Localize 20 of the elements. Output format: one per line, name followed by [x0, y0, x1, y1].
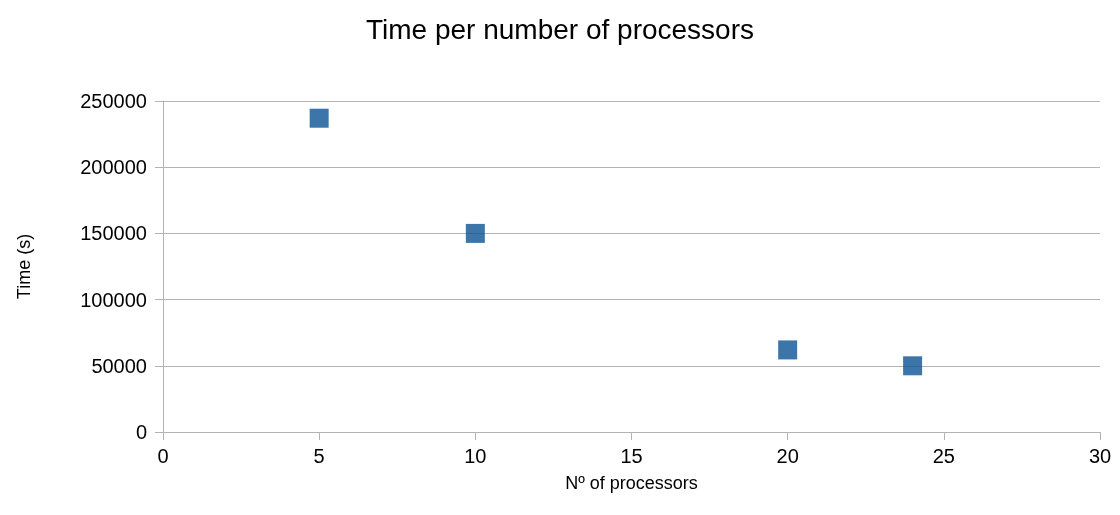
y-axis-title: Time (s) [14, 233, 34, 300]
y-tick-label: 100000 [80, 288, 147, 311]
y-tick-label: 50000 [91, 354, 147, 377]
y-tick-label: 250000 [80, 90, 147, 112]
chart-title: Time per number of processors [366, 13, 754, 45]
x-axis-title: Nº of processors [565, 473, 698, 493]
x-tick-label: 5 [313, 445, 325, 467]
x-tick-label: 25 [932, 445, 955, 467]
y-tick-label: 0 [135, 421, 147, 443]
x-tick-label: 0 [157, 445, 169, 467]
y-tick-label: 150000 [80, 222, 147, 245]
x-tick-label: 10 [464, 445, 487, 467]
x-tick-label: 30 [1088, 445, 1112, 467]
x-tick-label: 20 [776, 445, 799, 467]
point [903, 356, 923, 376]
x-tick-label: 15 [620, 445, 643, 467]
point [778, 340, 798, 360]
point [465, 223, 485, 243]
point [309, 108, 329, 128]
y-tick-label: 200000 [80, 156, 147, 179]
